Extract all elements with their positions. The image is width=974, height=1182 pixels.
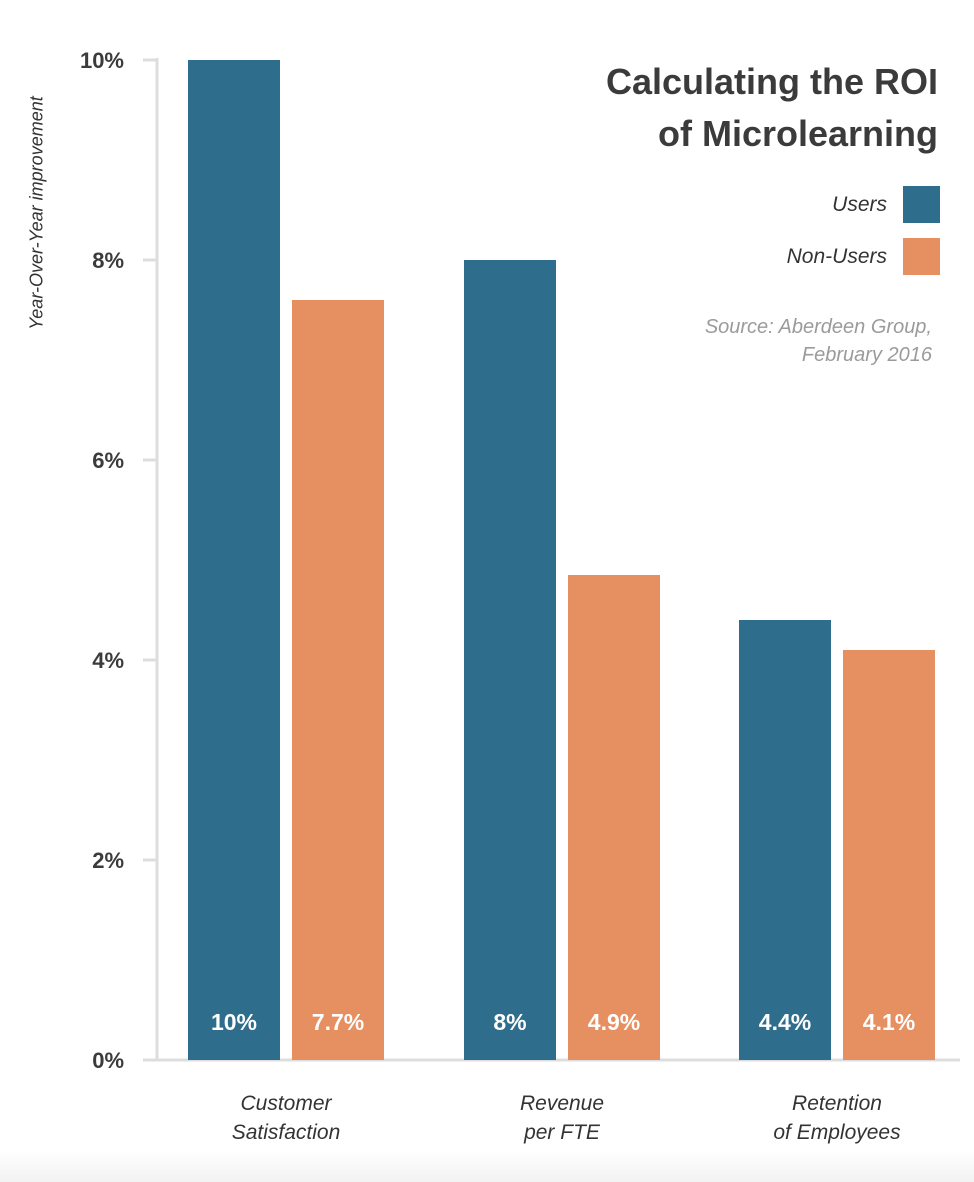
source-note: Source: Aberdeen Group, February 2016 bbox=[572, 313, 932, 369]
bottom-shade bbox=[0, 1150, 974, 1182]
bar-value-label: 4.1% bbox=[863, 1009, 915, 1035]
bar-value-label: 8% bbox=[493, 1009, 526, 1035]
y-tick-label: 6% bbox=[92, 448, 124, 473]
legend-item-users: Users bbox=[640, 186, 940, 223]
legend-swatch-users bbox=[903, 186, 940, 223]
y-tick-label: 0% bbox=[92, 1048, 124, 1073]
source-line: February 2016 bbox=[801, 344, 932, 366]
source-line: Source: Aberdeen Group, bbox=[704, 316, 932, 338]
y-axis-label: Year-Over-Year improvement bbox=[26, 96, 47, 330]
chart-title: Calculating the ROI of Microlearning bbox=[418, 56, 938, 160]
legend-label-non-users: Non-Users bbox=[786, 244, 887, 268]
bar-value-label: 7.7% bbox=[312, 1009, 364, 1035]
legend-label-users: Users bbox=[832, 192, 887, 216]
bar-value-label: 4.4% bbox=[759, 1009, 811, 1035]
bar-users bbox=[188, 60, 280, 1060]
category-label: of Employees bbox=[773, 1121, 901, 1144]
bar-non-users bbox=[843, 650, 935, 1060]
bar-users bbox=[464, 260, 556, 1060]
bar-value-label: 10% bbox=[211, 1009, 257, 1035]
y-tick-label: 10% bbox=[80, 48, 124, 73]
legend-swatch-non-users bbox=[903, 238, 940, 275]
chart-title-line: of Microlearning bbox=[657, 113, 938, 154]
legend-item-non-users: Non-Users bbox=[640, 238, 940, 275]
legend: Users Non-Users bbox=[640, 186, 940, 290]
y-tick-label: 2% bbox=[92, 848, 124, 873]
category-label: Satisfaction bbox=[232, 1121, 341, 1144]
bar-users bbox=[739, 620, 831, 1060]
category-label: Customer bbox=[240, 1092, 332, 1115]
category-label: Revenue bbox=[520, 1092, 604, 1115]
category-label: Retention bbox=[792, 1092, 882, 1115]
bar-value-label: 4.9% bbox=[588, 1009, 640, 1035]
y-tick-label: 8% bbox=[92, 248, 124, 273]
y-tick-label: 4% bbox=[92, 648, 124, 673]
category-label: per FTE bbox=[523, 1121, 601, 1144]
bar-non-users bbox=[292, 300, 384, 1060]
chart-title-line: Calculating the ROI bbox=[605, 61, 938, 102]
bar-non-users bbox=[568, 575, 660, 1060]
